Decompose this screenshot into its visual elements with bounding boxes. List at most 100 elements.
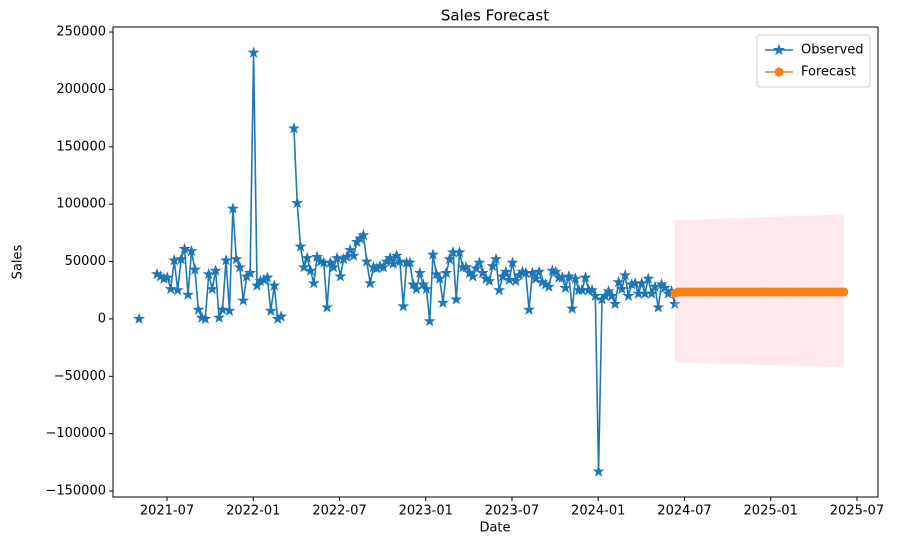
point xyxy=(635,277,648,289)
point xyxy=(233,260,246,273)
point xyxy=(622,289,635,302)
point xyxy=(585,283,599,296)
x-tick-label: 2024-07 xyxy=(657,504,711,519)
point xyxy=(486,259,499,272)
point xyxy=(199,312,212,325)
chart-title: Sales Forecast xyxy=(441,7,549,25)
point xyxy=(301,251,314,264)
point xyxy=(209,264,222,276)
point xyxy=(357,228,370,241)
legend: Observed Forecast xyxy=(756,34,871,88)
point xyxy=(612,275,625,288)
point xyxy=(473,256,486,268)
y-axis-label: Sales xyxy=(11,244,26,279)
point xyxy=(384,251,397,264)
point xyxy=(460,260,473,273)
point xyxy=(436,296,449,308)
point xyxy=(403,256,416,268)
y-tick-label: 250000 xyxy=(56,25,106,40)
x-tick-label: 2024-01 xyxy=(571,504,625,519)
x-tick-label: 2022-01 xyxy=(226,504,280,519)
point xyxy=(182,288,195,300)
point xyxy=(559,281,572,294)
x-tick-label: 2025-07 xyxy=(830,504,884,519)
point xyxy=(304,264,317,276)
point xyxy=(171,283,184,296)
point xyxy=(602,285,615,297)
point xyxy=(648,280,661,292)
legend-marker xyxy=(772,43,786,56)
point xyxy=(247,46,260,58)
point xyxy=(390,249,403,261)
point xyxy=(287,122,300,134)
axes-frame xyxy=(112,26,879,498)
point xyxy=(297,260,310,273)
point xyxy=(377,260,390,273)
point xyxy=(566,302,579,314)
point xyxy=(523,303,536,315)
x-tick-label: 2021-07 xyxy=(140,504,194,519)
point xyxy=(605,289,618,302)
plot-area xyxy=(133,46,849,477)
point xyxy=(466,270,479,282)
point xyxy=(360,255,373,267)
point xyxy=(476,266,489,279)
point xyxy=(569,272,582,284)
point xyxy=(268,279,281,291)
point xyxy=(499,265,512,277)
y-tick-label: 150000 xyxy=(56,139,106,154)
x-axis-label: Date xyxy=(479,521,510,536)
point xyxy=(533,265,546,277)
point xyxy=(579,271,592,283)
point xyxy=(489,252,502,265)
y-tick-label: −100000 xyxy=(45,426,106,441)
point xyxy=(251,279,264,291)
point xyxy=(509,274,522,287)
point xyxy=(216,303,229,315)
point xyxy=(397,299,410,312)
point xyxy=(619,268,632,281)
point xyxy=(642,272,655,284)
point xyxy=(133,312,146,325)
point xyxy=(668,297,681,310)
point xyxy=(443,252,456,265)
y-tick-label: 50000 xyxy=(65,254,106,269)
point xyxy=(344,243,357,256)
point xyxy=(387,257,400,269)
point xyxy=(188,263,201,275)
x-tick-label: 2023-01 xyxy=(399,504,453,519)
point xyxy=(503,273,516,286)
point xyxy=(420,282,433,295)
point xyxy=(592,465,605,477)
point xyxy=(230,252,243,265)
point xyxy=(321,301,334,313)
point xyxy=(202,267,215,280)
x-tick-label: 2022-07 xyxy=(312,504,366,519)
point xyxy=(450,293,463,305)
point xyxy=(589,289,602,302)
point xyxy=(226,202,239,214)
y-tick-label: 0 xyxy=(98,311,106,326)
point xyxy=(483,274,496,287)
point xyxy=(453,246,466,258)
point xyxy=(493,283,506,296)
point xyxy=(470,262,483,274)
point xyxy=(609,297,622,310)
point xyxy=(213,311,226,323)
point xyxy=(334,270,347,282)
point xyxy=(327,260,340,273)
x-tick-label: 2025-01 xyxy=(744,504,798,519)
y-tick-label: −150000 xyxy=(45,484,106,499)
point xyxy=(410,282,423,295)
point xyxy=(562,270,575,282)
point xyxy=(275,310,288,322)
point xyxy=(161,271,174,283)
point xyxy=(393,255,406,267)
point xyxy=(529,272,542,284)
y-tick-label: 200000 xyxy=(56,82,106,97)
point xyxy=(175,252,188,265)
legend-marker xyxy=(774,67,784,77)
point xyxy=(178,242,191,255)
